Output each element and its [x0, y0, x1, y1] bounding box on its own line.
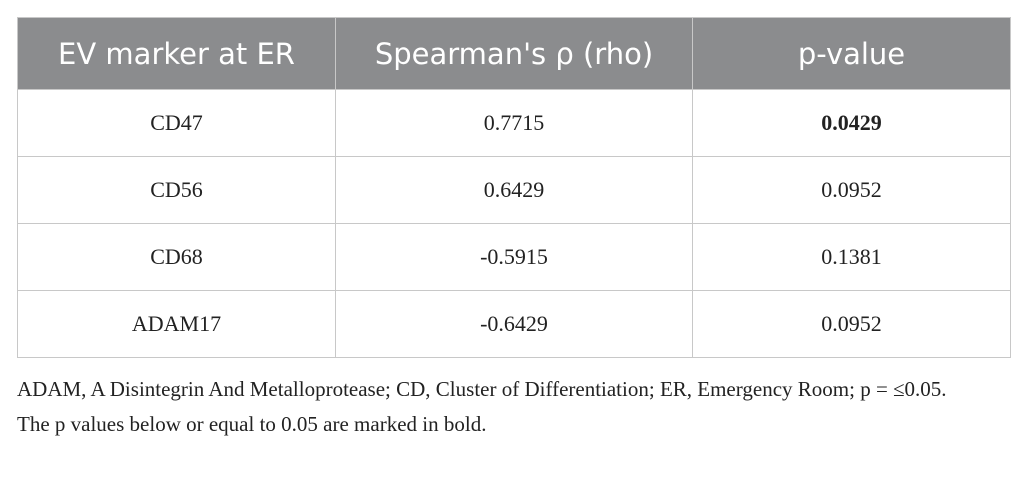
footnote: ADAM, A Disintegrin And Metalloprotease;…: [17, 377, 947, 401]
cell: CD47: [17, 89, 336, 157]
header-cell: p-value: [692, 17, 1011, 90]
header-cell: Spearman's ρ (rho): [335, 17, 693, 90]
cell: 0.1381: [692, 223, 1011, 291]
table-row: CD56 0.6429 0.0952: [17, 156, 1011, 224]
cell: 0.6429: [335, 156, 693, 224]
cell: ADAM17: [17, 290, 336, 358]
cell: CD56: [17, 156, 336, 224]
data-table: EV marker at ER Spearman's ρ (rho) p-val…: [17, 17, 1011, 358]
cell: 0.0952: [692, 156, 1011, 224]
cell: 0.7715: [335, 89, 693, 157]
header-row: EV marker at ER Spearman's ρ (rho) p-val…: [17, 17, 1011, 90]
table-row: CD68 -0.5915 0.1381: [17, 223, 1011, 291]
footnotes: ADAM, A Disintegrin And Metalloprotease;…: [17, 374, 1017, 444]
table-row: ADAM17 -0.6429 0.0952: [17, 290, 1011, 358]
header-cell: EV marker at ER: [17, 17, 336, 90]
cell: 0.0429: [692, 89, 1011, 157]
footnote: The p values below or equal to 0.05 are …: [17, 412, 487, 436]
cell: -0.5915: [335, 223, 693, 291]
cell: CD68: [17, 223, 336, 291]
table-row: CD47 0.7715 0.0429: [17, 89, 1011, 157]
cell: -0.6429: [335, 290, 693, 358]
cell: 0.0952: [692, 290, 1011, 358]
